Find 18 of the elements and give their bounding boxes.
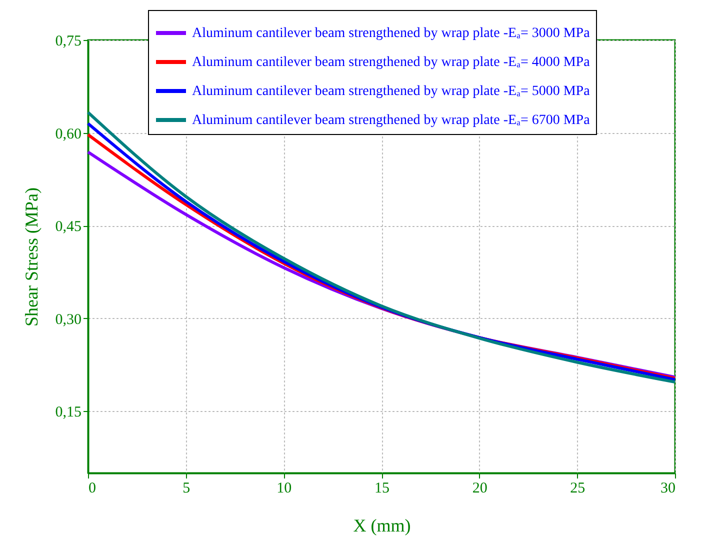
x-tick-label: 5 bbox=[182, 480, 190, 496]
x-tick-label: 10 bbox=[276, 480, 292, 496]
x-axis-title: X (mm) bbox=[353, 516, 411, 536]
legend-label: Aluminum cantilever beam strengthened by wrap plate -Eₐ= 6700 MPa bbox=[192, 113, 591, 128]
x-tick-label: 15 bbox=[374, 480, 390, 496]
x-tick-label: 0 bbox=[88, 480, 96, 496]
y-tick-label: 0,15 bbox=[55, 404, 82, 421]
legend-label: Aluminum cantilever beam strengthened by wrap plate -Eₐ= 5000 MPa bbox=[192, 84, 591, 99]
x-tick-label: 30 bbox=[660, 480, 676, 496]
legend-label: Aluminum cantilever beam strengthened by wrap plate -Eₐ= 4000 MPa bbox=[192, 55, 591, 70]
y-tick-label: 0,30 bbox=[55, 312, 82, 328]
x-tick-label: 25 bbox=[570, 480, 586, 496]
legend-label: Aluminum cantilever beam strengthened by wrap plate -Eₐ= 3000 MPa bbox=[192, 26, 591, 41]
y-tick-label: 0,60 bbox=[55, 126, 82, 142]
y-tick-label: 0,45 bbox=[55, 219, 82, 236]
y-tick-label: 0,75 bbox=[55, 34, 82, 50]
x-tick-label: 20 bbox=[472, 480, 488, 496]
y-axis-title: Shear Stress (MPa) bbox=[21, 188, 42, 326]
